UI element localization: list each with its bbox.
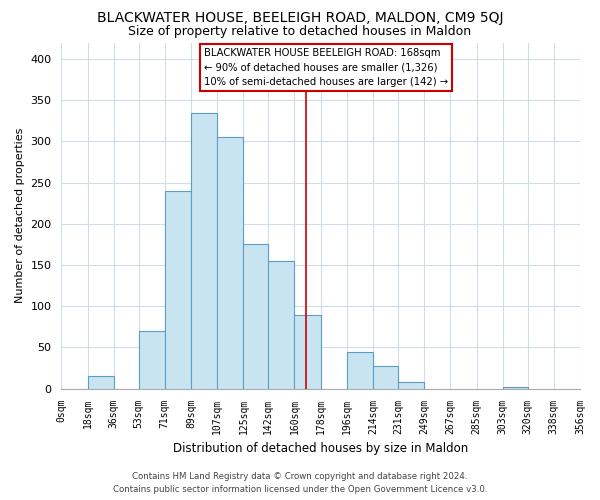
Text: Size of property relative to detached houses in Maldon: Size of property relative to detached ho… — [128, 25, 472, 38]
Text: BLACKWATER HOUSE, BEELEIGH ROAD, MALDON, CM9 5QJ: BLACKWATER HOUSE, BEELEIGH ROAD, MALDON,… — [97, 11, 503, 25]
Bar — [347, 352, 373, 389]
Bar — [88, 376, 114, 388]
Bar — [268, 261, 295, 388]
Bar — [398, 382, 424, 388]
Bar — [191, 112, 217, 388]
Bar — [503, 387, 527, 388]
Text: Contains HM Land Registry data © Crown copyright and database right 2024.
Contai: Contains HM Land Registry data © Crown c… — [113, 472, 487, 494]
Bar — [295, 314, 321, 388]
Bar — [217, 138, 244, 388]
Bar — [373, 366, 398, 388]
X-axis label: Distribution of detached houses by size in Maldon: Distribution of detached houses by size … — [173, 442, 469, 455]
Bar — [139, 331, 165, 388]
Text: BLACKWATER HOUSE BEELEIGH ROAD: 168sqm
← 90% of detached houses are smaller (1,3: BLACKWATER HOUSE BEELEIGH ROAD: 168sqm ←… — [204, 48, 448, 88]
Bar — [244, 244, 268, 388]
Y-axis label: Number of detached properties: Number of detached properties — [15, 128, 25, 304]
Bar — [165, 191, 191, 388]
